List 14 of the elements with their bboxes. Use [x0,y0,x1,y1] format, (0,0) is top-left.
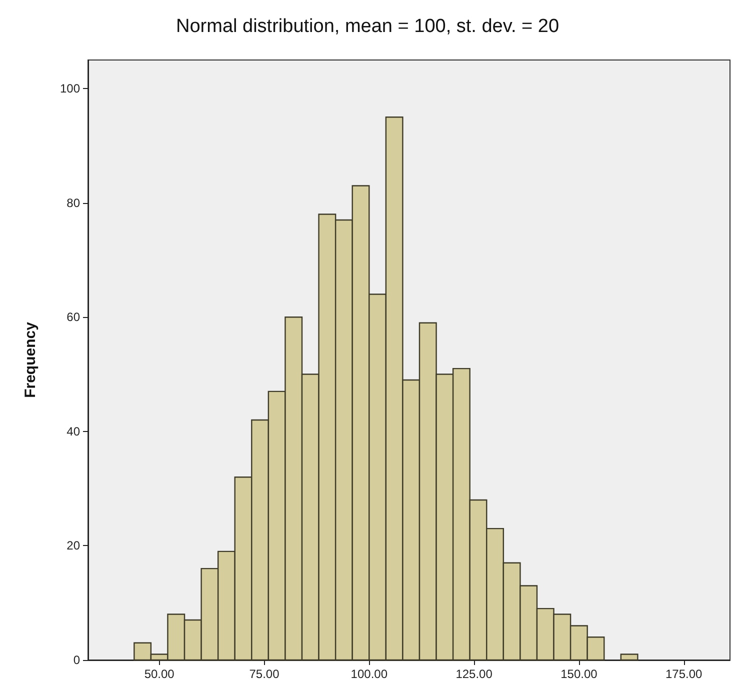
y-axis-title: Frequency [22,321,39,398]
x-tick-label: 50.00 [144,667,175,681]
x-tick-label: 150.00 [560,667,598,681]
x-tick-label: 100.00 [350,667,388,681]
y-tick-label: 80 [66,196,80,210]
x-tick-label: 75.00 [249,667,280,681]
y-tick-label: 20 [66,538,80,553]
chart-title: Normal distribution, mean = 100, st. dev. = 20 [176,16,560,37]
y-tick-label: 60 [66,310,80,324]
y-tick-label: 100 [60,82,80,96]
y-tick-label: 40 [66,424,80,438]
x-tick-label: 175.00 [665,667,703,681]
y-tick-label: 0 [73,653,80,667]
x-tick-label: 125.00 [456,667,493,681]
